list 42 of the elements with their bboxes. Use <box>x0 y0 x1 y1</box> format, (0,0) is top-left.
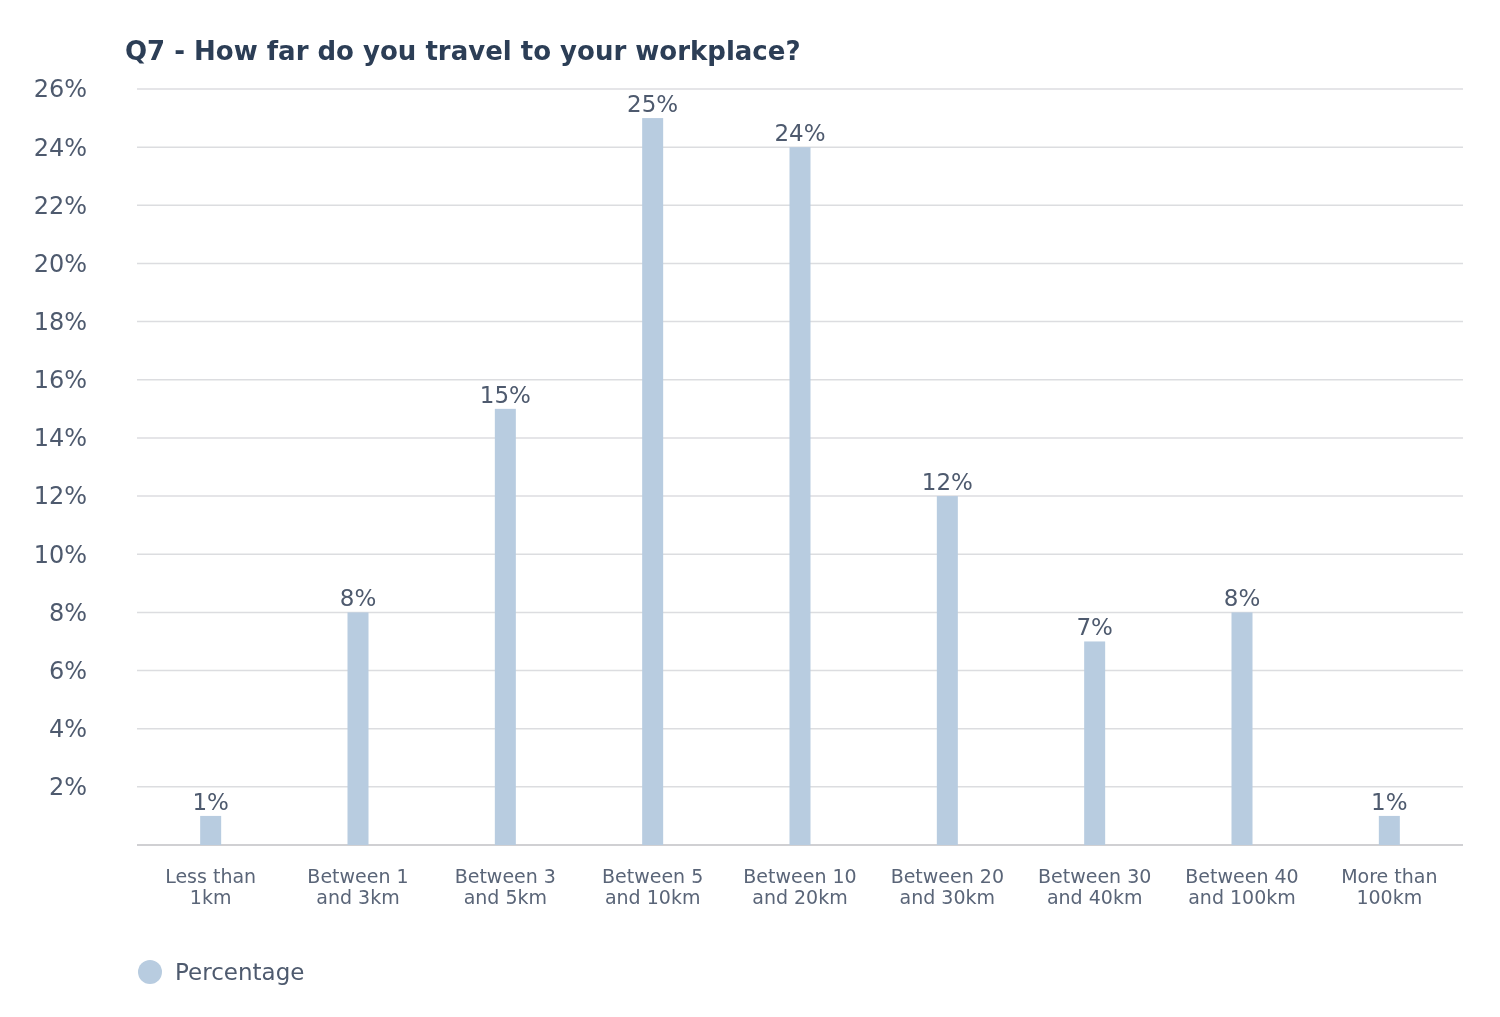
y-tick-label: 12% <box>33 482 87 511</box>
bar <box>1378 815 1400 845</box>
bar <box>347 612 369 845</box>
chart-title: Q7 - How far do you travel to your workplace? <box>125 36 801 66</box>
text: 1% <box>1371 788 1408 815</box>
y-tick-label: 8% <box>48 598 87 627</box>
bar <box>494 408 516 845</box>
x-tick-label: Between 30 and 40km <box>1037 865 1152 908</box>
x-tick-label: Less than 1km <box>165 865 257 908</box>
x-tick-label: Between 1 and 3km <box>307 865 409 908</box>
x-tick-label: Between 10 and 20km <box>743 865 857 908</box>
x-tick-label: Between 40 and 100km <box>1185 865 1299 908</box>
bar <box>789 147 811 845</box>
x-tick-label: Between 5 and 10km <box>602 865 704 908</box>
bar <box>1231 612 1253 845</box>
x-tick-label: Between 3 and 5km <box>454 865 556 908</box>
text: 15% <box>479 381 531 408</box>
bar <box>642 118 664 845</box>
x-tick-label: Between 20 and 30km <box>890 865 1005 908</box>
y-tick-label: 14% <box>33 424 87 453</box>
y-tick-label: 2% <box>48 773 87 802</box>
y-tick-label: 22% <box>33 191 87 220</box>
text: 12% <box>921 469 973 496</box>
bar <box>200 815 222 845</box>
y-tick-label: 6% <box>48 656 87 685</box>
text: 8% <box>339 585 377 612</box>
legend-label: Percentage <box>175 959 305 986</box>
y-tick-label: 4% <box>48 715 87 744</box>
x-tick-label: More than 100km <box>1341 865 1438 908</box>
y-tick-label: 18% <box>33 308 87 337</box>
y-tick-label: 26% <box>33 75 87 104</box>
text: 25% <box>627 91 679 118</box>
text: 24% <box>774 120 826 147</box>
y-tick-label: 16% <box>33 366 87 395</box>
text: 8% <box>1223 585 1261 612</box>
y-tick-label: 24% <box>33 133 87 162</box>
text: 7% <box>1076 614 1113 641</box>
y-tick-label: 20% <box>33 249 87 278</box>
text: 1% <box>192 788 229 815</box>
bar <box>1084 641 1106 845</box>
y-tick-label: 10% <box>33 540 87 569</box>
bar <box>936 496 958 845</box>
